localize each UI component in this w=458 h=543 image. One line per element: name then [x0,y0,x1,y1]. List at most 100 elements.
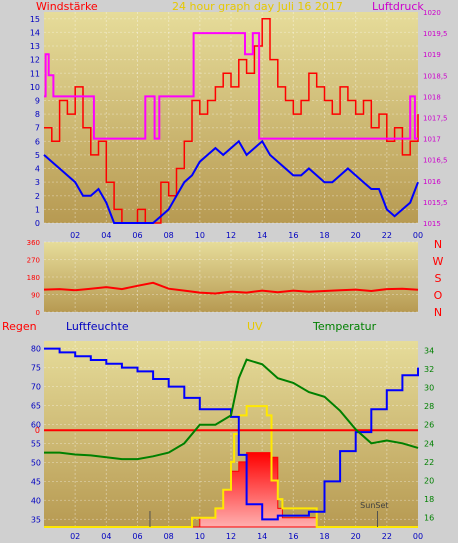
temperature-tick-label: 22 [424,458,434,467]
temperature-tick-label: 18 [424,495,434,504]
wind-tick-label: 8 [35,110,40,119]
pressure-tick-label: 1016,5 [423,157,448,165]
pressure-tick-label: 1018 [423,93,441,101]
humidity-tick-label: 50 [31,458,41,467]
humidity-tick-label: 80 [31,345,41,354]
pressure-tick-label: 1016 [423,178,441,186]
x-tick-label: 08 [164,532,174,541]
luftfeuchte-label: Luftfeuchte [66,320,129,333]
x-tick-label: 04 [101,231,111,240]
temperature-tick-label: 28 [424,402,434,411]
x-tick-label: 04 [101,532,111,541]
windstaerke-label: Windstärke [36,0,98,13]
direction-tick-label: 180 [27,274,40,282]
wind-tick-label: 11 [30,69,40,78]
chart-title: 24 hour graph day Juli 16 2017 [172,0,343,13]
wind-tick-label: 0 [35,219,40,228]
temperature-tick-label: 24 [424,439,434,448]
humidity-tick-label: 40 [31,496,41,505]
pressure-tick-label: 1020 [423,9,441,17]
x-tick-label: 00 [413,532,423,541]
temperature-tick-label: 26 [424,421,434,430]
temperature-tick-label: 34 [424,346,434,355]
direction-tick-label: 90 [31,292,40,300]
x-tick-label: 14 [257,231,267,240]
wind-direction-series [43,281,419,295]
x-tick-label: 18 [319,231,329,240]
rain-tick-label: 0 [35,426,40,435]
wind-tick-label: 14 [30,28,40,37]
x-tick-label: 20 [351,532,361,541]
x-tick-label: 16 [288,532,298,541]
humidity-tick-label: 65 [31,402,41,411]
uv-label: UV [247,320,263,333]
wind-tick-label: 5 [35,151,40,160]
humidity-tick-label: 70 [31,383,41,392]
x-tick-label: 10 [195,532,205,541]
compass-label: N [434,238,442,251]
direction-tick-label: 270 [27,257,40,265]
wind-tick-label: 7 [35,124,40,133]
temperature-tick-label: 16 [424,514,434,523]
wind-tick-label: 10 [30,83,40,92]
x-tick-label: 20 [351,231,361,240]
x-tick-label: 02 [70,532,80,541]
direction-tick-label: 0 [36,309,40,317]
luftdruck-label: Luftdruck [372,0,424,13]
humidity-tick-label: 55 [31,439,41,448]
x-tick-label: 10 [195,231,205,240]
temperatur-series [44,358,419,461]
wind-tick-label: 4 [35,165,40,174]
compass-label: O [434,289,443,302]
direction-panel [44,242,418,312]
pressure-tick-label: 1018,5 [423,72,448,80]
windstaerke-series [44,18,419,224]
x-tick-label: 06 [132,532,142,541]
x-tick-label: 16 [288,231,298,240]
x-tick-label: 02 [70,231,80,240]
temperature-tick-label: 20 [424,477,434,486]
uv-series [44,405,418,528]
direction-tick-label: 360 [27,239,40,247]
temperature-tick-label: 32 [424,365,434,374]
wind-tick-label: 3 [35,178,40,187]
x-tick-label: 22 [382,532,392,541]
compass-label: N [434,306,442,319]
humidity-tick-label: 60 [31,421,41,430]
wind-tick-label: 15 [30,15,40,24]
pressure-tick-label: 1019 [423,51,441,59]
x-tick-label: 12 [226,532,236,541]
pressure-tick-label: 1019,5 [423,30,448,38]
compass-label: W [433,255,444,268]
pressure-tick-label: 1017 [423,136,441,144]
x-tick-label: 06 [132,231,142,240]
x-tick-label: 22 [382,231,392,240]
humidity-tick-label: 75 [31,364,41,373]
x-tick-label: 00 [413,231,423,240]
temperatur-label: Temperatur [312,320,377,333]
wind-tick-label: 12 [30,56,40,65]
wind-tick-label: 6 [35,137,40,146]
x-tick-label: 08 [164,231,174,240]
pressure-tick-label: 1015,5 [423,199,448,207]
x-tick-label: 12 [226,231,236,240]
sunset-label: SunSet [360,501,388,510]
wind-tick-label: 1 [35,205,40,214]
average-wind-series [43,139,419,224]
x-tick-label: 14 [257,532,267,541]
temperature-tick-label: 30 [424,384,434,393]
humidity-tick-label: 45 [31,477,41,486]
wind-panel [44,12,418,223]
pressure-tick-label: 1015 [423,220,441,228]
regen-label: Regen [2,320,37,333]
x-tick-label: 18 [319,532,329,541]
humidity-tick-label: 35 [31,515,41,524]
luftfeuchte-series [44,347,419,521]
wind-tick-label: 2 [35,192,40,201]
pressure-tick-label: 1017,5 [423,115,448,123]
luftdruck-series [44,32,418,140]
wind-tick-label: 9 [35,96,40,105]
wind-tick-label: 13 [30,42,40,51]
